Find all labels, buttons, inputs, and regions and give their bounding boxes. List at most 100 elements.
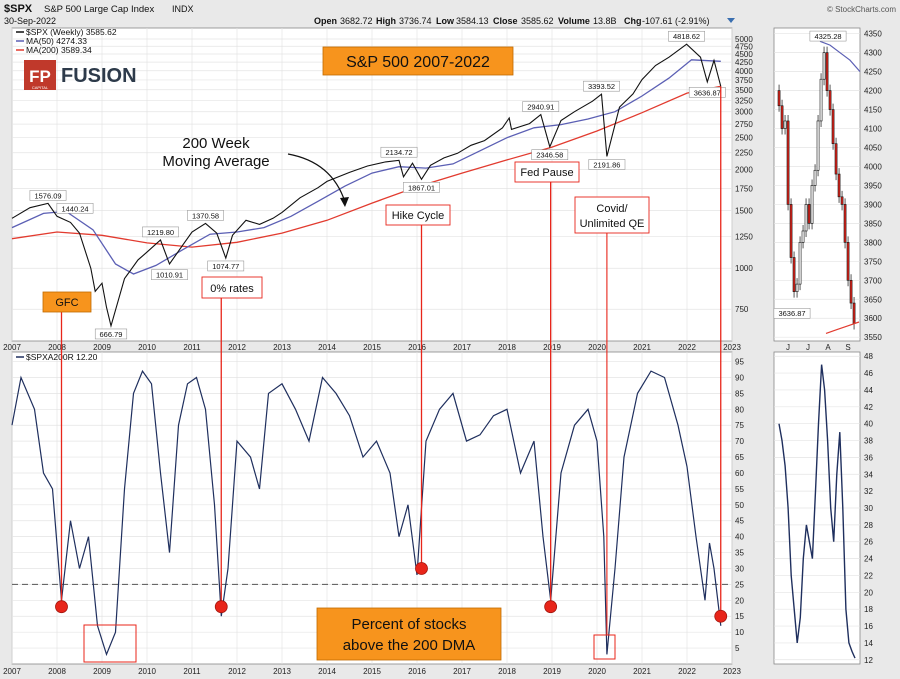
high-value: 3736.74 (399, 16, 432, 26)
dropdown-arrow-icon[interactable] (727, 18, 735, 23)
zoom-x-tick-label: J (786, 343, 790, 352)
price-data-label: 2346.58 (536, 151, 563, 160)
high-label: High (376, 16, 396, 26)
zoom-breadth-y-tick-label: 16 (864, 622, 873, 631)
zoom-breadth-y-tick-label: 20 (864, 588, 873, 597)
zoom-y-tick-label: 4300 (864, 49, 882, 58)
price-x-tick-label: 2010 (138, 343, 156, 352)
zoom-candle (843, 204, 847, 243)
low-label: Low (436, 16, 455, 26)
breadth-y-tick-label: 65 (735, 453, 744, 462)
zoom-candle (828, 90, 832, 110)
breadth-x-tick-label: 2010 (138, 667, 156, 676)
zoom-y-tick-label: 3800 (864, 238, 882, 247)
source-credit: © StockCharts.com (827, 5, 896, 14)
zoom-y-tick-label: 3900 (864, 200, 882, 209)
price-y-tick-label: 5000 (735, 35, 753, 44)
chart-header: $SPX S&P 500 Large Cap Index INDX 30-Sep… (4, 3, 896, 26)
zoom-breadth-y-tick-label: 46 (864, 369, 873, 378)
breadth-x-tick-label: 2011 (183, 667, 201, 676)
zoom-y-tick-label: 4000 (864, 162, 882, 171)
close-value: 3585.62 (521, 16, 554, 26)
zoom-breadth-y-tick-label: 32 (864, 487, 873, 496)
breadth-x-tick-label: 2016 (408, 667, 426, 676)
breadth-y-tick-label: 40 (735, 533, 744, 542)
breadth-x-tick-label: 2018 (498, 667, 516, 676)
zoom-y-tick-label: 3700 (864, 276, 882, 285)
zero-rates-box (201, 276, 263, 299)
open-value: 3682.72 (340, 16, 373, 26)
zoom-breadth-y-tick-label: 24 (864, 555, 873, 564)
volume-value: 13.8B (593, 16, 617, 26)
breadth-marker (415, 562, 428, 575)
price-data-label: 2134.72 (385, 148, 412, 157)
price-y-tick-label: 4500 (735, 50, 753, 59)
price-data-label: 1440.24 (61, 204, 88, 213)
zoom-ma50-line (825, 321, 860, 334)
ma-note-arrowhead-icon (340, 197, 349, 207)
zoom-y-tick-label: 3550 (864, 333, 882, 342)
breadth-y-tick-label: 50 (735, 501, 744, 510)
zoom-candle (780, 105, 784, 129)
logo-mark-sub: CAPITAL (32, 85, 49, 90)
legend-ma50: MA(50) 4274.33 (26, 36, 87, 46)
index-name-text: S&P 500 Large Cap Index (44, 4, 154, 15)
breadth-y-tick-label: 95 (735, 358, 744, 367)
zoom-y-tick-label: 4200 (864, 87, 882, 96)
zoom-breadth-y-tick-label: 22 (864, 571, 873, 580)
zoom-y-tick-label: 4150 (864, 106, 882, 115)
price-y-tick-label: 2000 (735, 165, 753, 174)
zoom-candle (795, 283, 799, 292)
zoom-candle (786, 120, 790, 205)
breadth-y-tick-label: 5 (735, 644, 740, 653)
price-x-tick-label: 2022 (678, 343, 696, 352)
gfc-low-highlight (83, 624, 137, 663)
breadth-markers (55, 562, 728, 623)
price-label-box (142, 226, 179, 238)
zoom-x-tick-label: J (806, 343, 810, 352)
breadth-x-tick-label: 2023 (723, 667, 741, 676)
price-y-tick-label: 1000 (735, 264, 753, 273)
hike-cycle-label: Hike Cycle (392, 210, 445, 222)
zoom-data-label: 4325.28 (814, 32, 841, 41)
hike-cycle-box (385, 204, 451, 226)
zoom-y-tick-label: 3950 (864, 181, 882, 190)
zoom-candle (831, 109, 835, 145)
price-data-label: 1010.91 (156, 271, 183, 280)
fed-pause-label: Fed Pause (520, 167, 573, 179)
zoom-breadth-y-tick-label: 34 (864, 470, 873, 479)
covid-callout: Covid/ Unlimited QE (574, 196, 650, 234)
zoom-candle (846, 242, 850, 281)
breadth-y-tick-label: 35 (735, 549, 744, 558)
price-x-tick-label: 2012 (228, 343, 246, 352)
price-y-tick-label: 2750 (735, 120, 753, 129)
zoom-y-tick-label: 3850 (864, 219, 882, 228)
fed-pause-box (514, 161, 580, 183)
price-data-label: 1219.80 (147, 228, 174, 237)
covid-box (574, 196, 650, 234)
price-y-tick-label: 3500 (735, 86, 753, 95)
breadth-y-tick-label: 25 (735, 580, 744, 589)
zoom-candle (798, 242, 802, 285)
price-x-tick-label: 2015 (363, 343, 381, 352)
zoom-breadth-y-tick-label: 14 (864, 639, 873, 648)
zoom-breadth-y-tick-label: 18 (864, 605, 873, 614)
price-label-box (531, 149, 569, 160)
price-x-tick-label: 2013 (273, 343, 291, 352)
breadth-x-tick-label: 2020 (588, 667, 606, 676)
fed-pause-callout: Fed Pause (514, 161, 580, 183)
ma200-line (11, 85, 721, 248)
breadth-x-tick-label: 2019 (543, 667, 561, 676)
breadth-y-tick-label: 60 (735, 469, 744, 478)
covid-label-line2: Unlimited QE (580, 218, 645, 230)
price-label-box (207, 260, 245, 272)
breadth-marker (544, 600, 558, 614)
zoom-candle (849, 279, 853, 304)
breadth-line (11, 369, 722, 657)
zoom-ma200-line (819, 40, 861, 72)
price-data-label: 666.79 (100, 330, 123, 339)
breadth-y-tick-label: 85 (735, 389, 744, 398)
price-x-tick-label: 2011 (183, 343, 201, 352)
zoom-breadth-y-tick-label: 30 (864, 504, 873, 513)
